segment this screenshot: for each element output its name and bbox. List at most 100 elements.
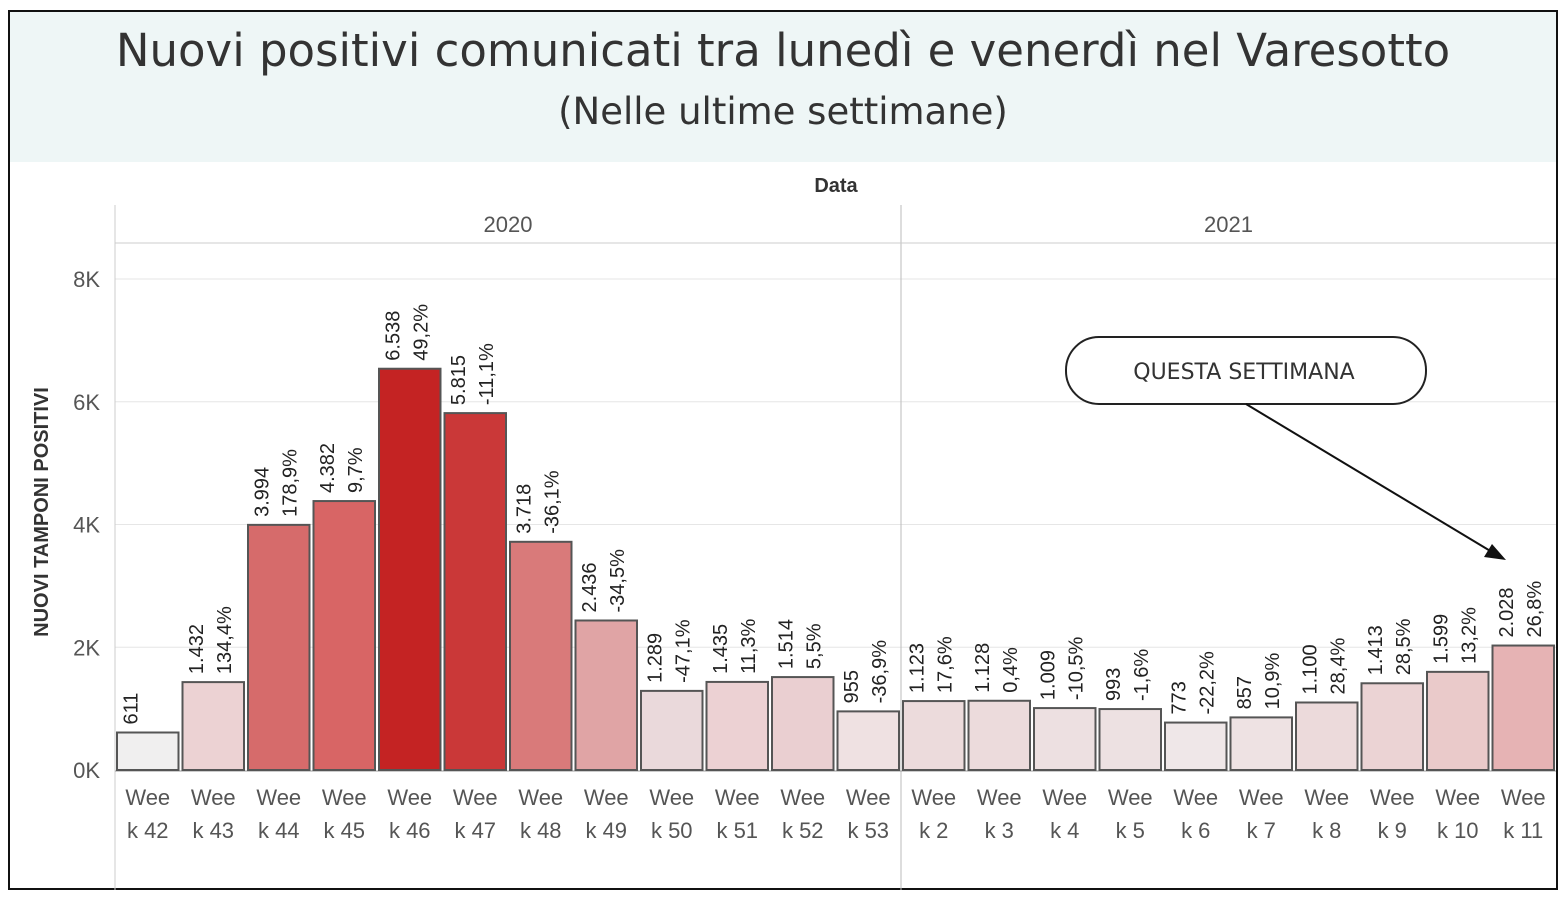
year-label-2021: 2021: [1204, 212, 1253, 237]
x-tick-label: Wee: [1042, 785, 1087, 810]
y-tick-label: 8K: [73, 267, 100, 292]
data-label-value: 993: [1103, 668, 1125, 701]
x-tick-label: Wee: [911, 785, 956, 810]
x-tick-label: k 47: [454, 818, 496, 843]
x-tick-label: k 45: [323, 818, 365, 843]
x-tick-label: Wee: [322, 785, 367, 810]
x-tick-label: Wee: [387, 785, 432, 810]
x-axis-title: Data: [814, 175, 858, 197]
data-label-change: -34,5%: [607, 549, 629, 613]
data-label-value: 1.123: [907, 643, 929, 693]
x-tick-label: Wee: [1108, 785, 1153, 810]
data-label-value: 1.289: [645, 633, 667, 683]
chart-title: Nuovi positivi comunicati tra lunedì e v…: [115, 24, 1451, 77]
x-tick-label: k 7: [1247, 818, 1276, 843]
bar: [1426, 670, 1490, 772]
data-label-value: 1.100: [1300, 644, 1322, 694]
data-label-change: 11,3%: [738, 618, 760, 673]
bar: [705, 680, 769, 772]
x-tick-label: k 51: [716, 818, 758, 843]
x-tick-label: k 5: [1116, 818, 1145, 843]
y-tick-label: 0K: [73, 758, 100, 783]
bar: [1491, 644, 1555, 771]
x-tick-label: Wee: [518, 785, 563, 810]
x-tick-label: k 11: [1503, 818, 1543, 843]
x-tick-label: k 48: [520, 818, 562, 843]
data-label-change: 178,9%: [280, 449, 302, 517]
data-label-value: 6.538: [383, 311, 405, 361]
x-tick-label: Wee: [125, 785, 170, 810]
bar: [116, 731, 180, 772]
x-tick-label: Wee: [1304, 785, 1349, 810]
x-tick-label: k 49: [585, 818, 627, 843]
y-tick-label: 4K: [73, 513, 100, 538]
data-label-value: 5.815: [448, 355, 470, 405]
data-label-change: -36,1%: [542, 470, 564, 534]
data-label-change: -10,5%: [1066, 636, 1088, 700]
bar: [378, 367, 442, 771]
data-label-value: 1.514: [776, 619, 798, 669]
data-label-value: 955: [841, 670, 863, 703]
x-tick-label: k 9: [1378, 818, 1407, 843]
data-labels: 611 1.432 134,4% 3.994 178,9% 4.382 9,7% 6.538 4…: [121, 304, 1547, 725]
title-banner: [10, 12, 1556, 162]
data-label-value: 2.028: [1496, 587, 1518, 637]
bar: [312, 500, 376, 771]
data-label-value: 1.128: [972, 643, 994, 693]
data-label-value: 4.382: [317, 443, 339, 493]
callout: QUESTA SETTIMANA: [1065, 336, 1506, 560]
year-headers: 2020 2021: [484, 212, 1253, 237]
bar: [443, 412, 507, 771]
bar: [509, 540, 573, 771]
data-label-change: 26,8%: [1524, 581, 1546, 638]
bar: [967, 699, 1031, 771]
data-label-value: 1.432: [186, 624, 208, 674]
bar: [1229, 716, 1293, 771]
data-label-value: 857: [1234, 676, 1256, 709]
x-tick-label: Wee: [1173, 785, 1218, 810]
bar: [574, 619, 638, 771]
data-label-value: 3.994: [252, 467, 274, 517]
data-label-change: 49,2%: [411, 304, 433, 361]
data-label-change: 28,5%: [1393, 618, 1415, 675]
data-label-change: -22,2%: [1197, 651, 1219, 715]
data-label-value: 1.599: [1431, 614, 1453, 664]
x-tick-label: k 2: [919, 818, 948, 843]
year-label-2020: 2020: [484, 212, 533, 237]
y-tick-label: 2K: [73, 635, 100, 660]
callout-arrow-line: [1245, 403, 1493, 553]
data-label-change: 5,5%: [804, 623, 826, 669]
bar: [1164, 721, 1228, 772]
x-tick-label: Wee: [1501, 785, 1546, 810]
bar: [836, 710, 900, 772]
x-tick-label: k 44: [258, 818, 300, 843]
x-tick-label: k 52: [782, 818, 824, 843]
x-tick-label: Wee: [1435, 785, 1480, 810]
data-label-change: 134,4%: [214, 606, 236, 674]
x-tick-label: k 42: [127, 818, 169, 843]
bar: [181, 681, 245, 772]
bar: [902, 700, 966, 771]
data-label-change: 13,2%: [1459, 607, 1481, 664]
x-tick-label: k 6: [1181, 818, 1210, 843]
x-tick-label: k 43: [192, 818, 234, 843]
data-label-value: 611: [121, 693, 143, 725]
data-label-change: -1,6%: [1131, 649, 1153, 701]
data-label-value: 3.718: [514, 484, 536, 534]
data-label-change: -36,9%: [869, 640, 891, 704]
bar: [1360, 682, 1424, 771]
y-tick-label: 6K: [73, 390, 100, 415]
x-tick-label: Wee: [715, 785, 760, 810]
data-label-value: 773: [1169, 681, 1191, 714]
x-tick-label: k 3: [985, 818, 1014, 843]
y-axis-ticks: 0K 2K 4K 6K 8K: [73, 267, 100, 783]
x-tick-label: Wee: [256, 785, 301, 810]
x-tick-label: Wee: [1239, 785, 1284, 810]
callout-arrowhead: [1484, 544, 1506, 560]
data-label-change: 17,6%: [935, 636, 957, 693]
chart-subtitle: (Nelle ultime settimane): [558, 90, 1008, 133]
y-axis-title: NUOVI TAMPONI POSITIVI: [31, 387, 53, 637]
x-tick-label: Wee: [977, 785, 1022, 810]
data-label-value: 2.436: [579, 562, 601, 612]
